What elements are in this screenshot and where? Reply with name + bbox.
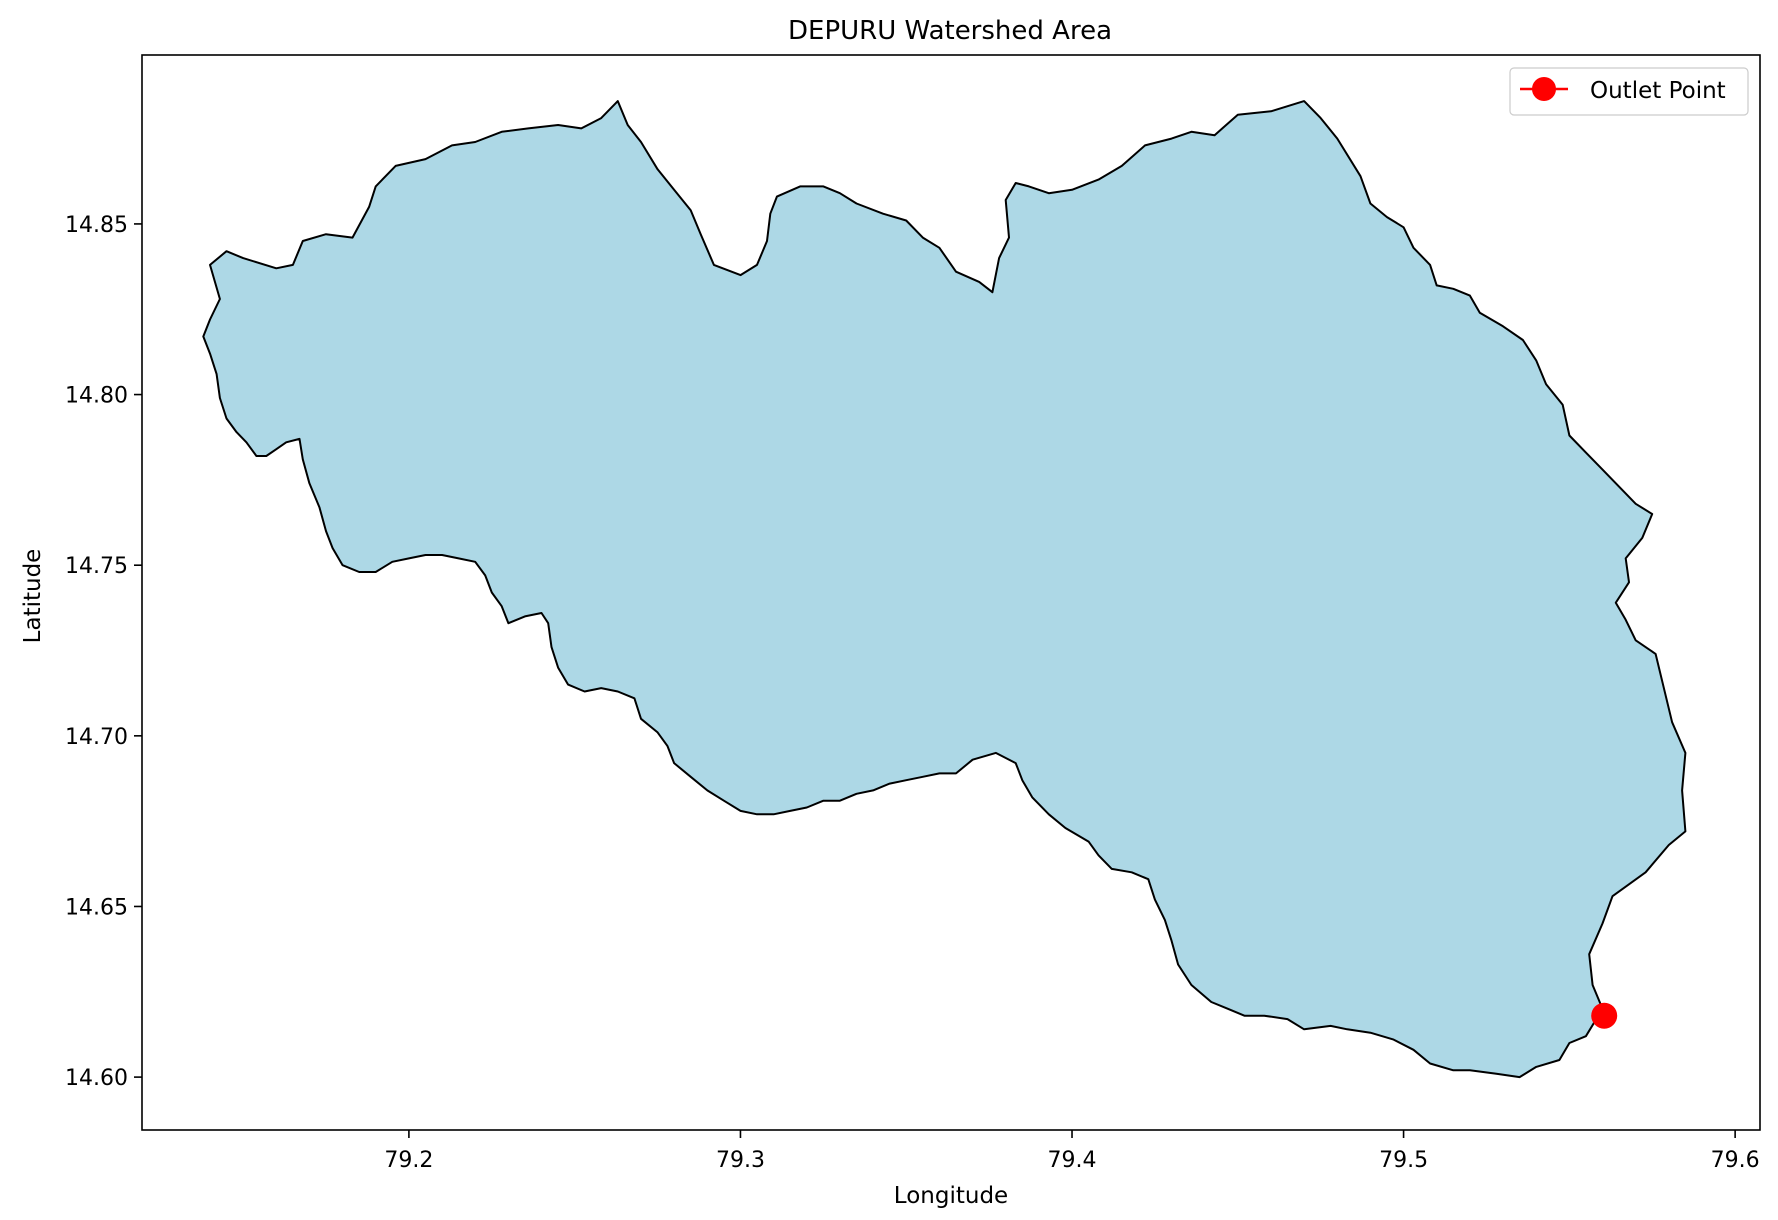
chart-title: DEPURU Watershed Area (788, 16, 1112, 46)
axes-frame (141, 54, 1761, 1131)
y-tick-label: 14.60 (65, 1066, 128, 1091)
y-tick-label: 14.80 (65, 384, 128, 409)
y-tick-label: 14.65 (65, 895, 128, 920)
outlet-point-marker (1591, 1002, 1618, 1029)
y-axis-label: Latitude (20, 549, 46, 644)
x-tick-label: 79.5 (1379, 1148, 1428, 1173)
y-tick-label: 14.85 (65, 213, 128, 238)
x-tick-label: 79.3 (716, 1148, 765, 1173)
x-tick-label: 79.2 (384, 1148, 433, 1173)
legend-marker (1532, 77, 1556, 101)
legend: Outlet Point (1509, 67, 1749, 116)
legend-box (1509, 67, 1749, 116)
x-axis-label: Longitude (894, 1183, 1008, 1209)
x-tick-label: 79.4 (1048, 1148, 1097, 1173)
plot-area (202, 100, 1687, 1079)
x-axis: 79.2 79.3 79.4 79.5 79.6 (384, 1130, 1760, 1173)
legend-label: Outlet Point (1590, 78, 1726, 104)
y-tick-label: 14.70 (65, 725, 128, 750)
x-tick-label: 79.6 (1711, 1148, 1760, 1173)
y-axis: 14.60 14.65 14.70 14.75 14.80 14.85 (65, 213, 142, 1091)
y-tick-label: 14.75 (65, 554, 128, 579)
